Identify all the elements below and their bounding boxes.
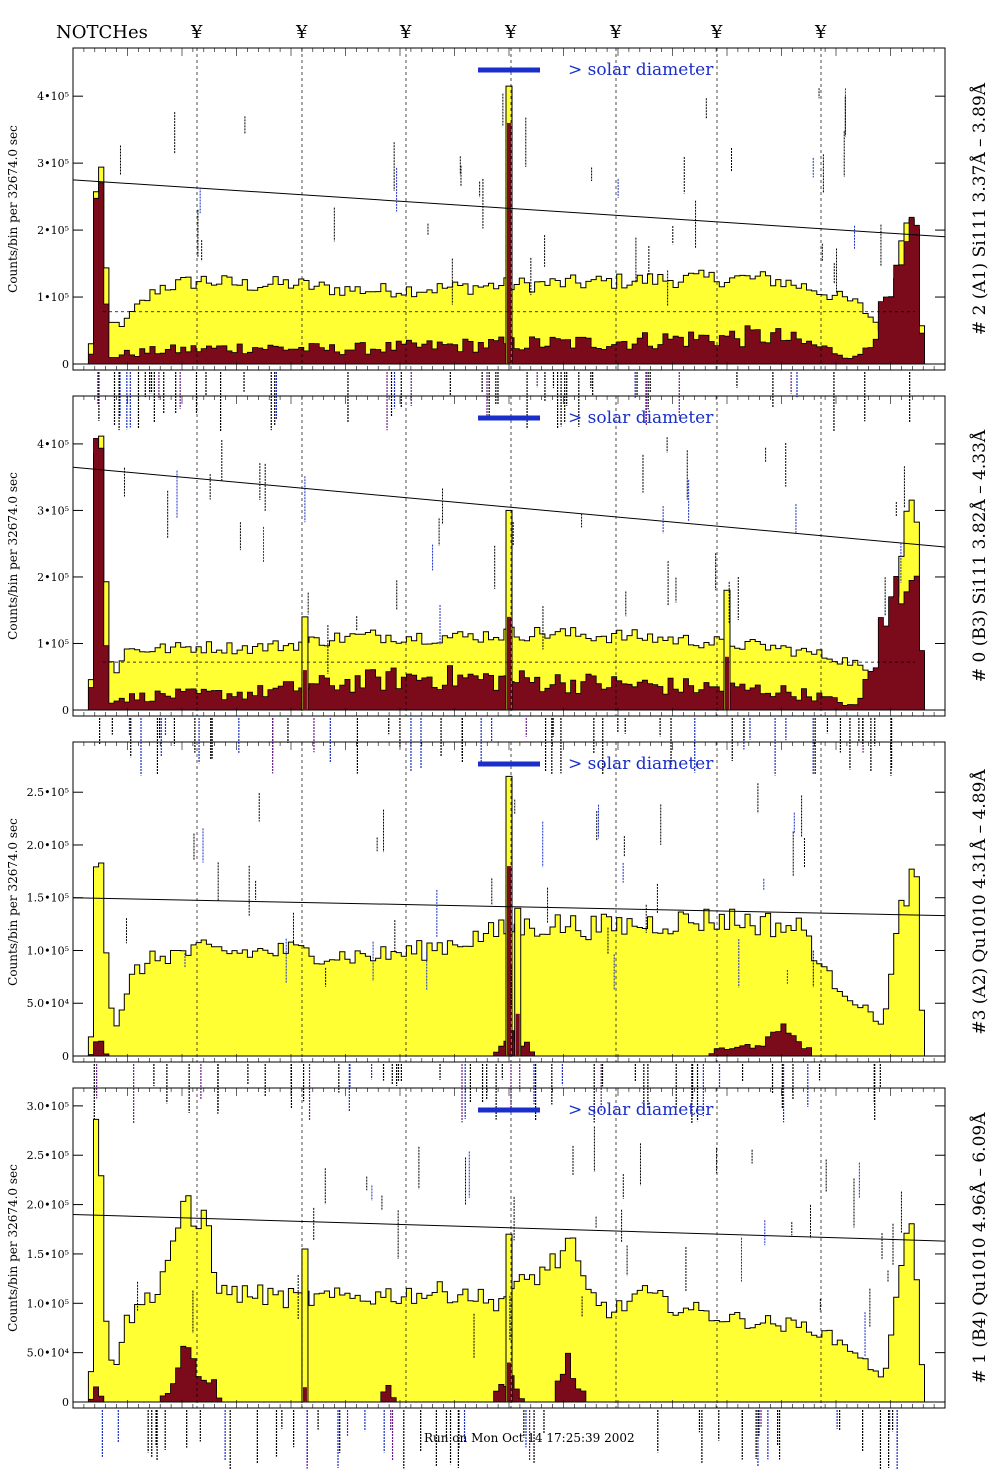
y-tick-label: 1.5•10⁵ <box>27 1248 69 1261</box>
spike-red <box>302 670 307 710</box>
y-tick-label: 1•10⁵ <box>37 291 69 304</box>
solar-diameter-label: > solar diameter <box>568 60 714 80</box>
panel-title-right: # 0 (B3) Si111 3.82Å – 4.33Å <box>969 429 990 682</box>
y-tick-label: 4•10⁵ <box>37 90 69 103</box>
y-tick-label: 2•10⁵ <box>37 571 69 584</box>
notch-symbol: ¥ <box>710 22 723 43</box>
notch-header: NOTCHes ¥ ¥ ¥ ¥ ¥ ¥ ¥ <box>56 22 827 43</box>
spike-red <box>507 616 511 710</box>
notch-symbol: ¥ <box>190 22 203 43</box>
y-tick-label: 0 <box>62 1396 69 1409</box>
y-axis-label: Counts/bin per 32674.0 sec <box>6 472 20 640</box>
sloped-reference-line <box>72 179 946 238</box>
solar-diameter-label: > solar diameter <box>568 1100 714 1120</box>
spike-red <box>507 122 511 365</box>
sloped-reference-line <box>72 897 946 917</box>
spike-red <box>507 1362 511 1402</box>
y-tick-label: 3•10⁵ <box>37 504 69 517</box>
y-tick-label: 3.0•10⁵ <box>27 1100 69 1113</box>
chart-panel-1: 0 1•10⁵ 2•10⁵ 3•10⁵ 4•10⁵ Counts/bin per 3267… <box>6 47 990 432</box>
y-tick-label: 1.0•10⁵ <box>27 1297 69 1310</box>
notch-symbol: ¥ <box>504 22 517 43</box>
y-tick-label: 2.0•10⁵ <box>27 839 69 852</box>
y-tick-label: 1.0•10⁵ <box>27 944 69 957</box>
y-axis-label: Counts/bin per 32674.0 sec <box>6 125 20 293</box>
y-tick-label: 3•10⁵ <box>37 157 69 170</box>
y-tick-label: 5.0•10⁴ <box>27 997 70 1010</box>
notch-symbol: ¥ <box>814 22 827 43</box>
sloped-reference-line <box>72 466 946 548</box>
chart-panel-3: 0 5.0•10⁴ 1.0•10⁵ 1.5•10⁵ 2.0•10⁵ 2.5•10⁵ Coun… <box>6 741 990 1124</box>
notch-symbol: ¥ <box>609 22 622 43</box>
y-tick-label: 0 <box>62 1050 69 1063</box>
solar-diameter-label: > solar diameter <box>568 408 714 428</box>
notch-symbol: ¥ <box>295 22 308 43</box>
notches-label: NOTCHes <box>56 22 148 43</box>
panel-title-right: # 1 (B4) Qu1010 4.96Å – 6.09Å <box>969 1112 990 1384</box>
spike-yellow <box>301 1248 309 1403</box>
panel-title-right: #3 (A2) Qu1010 4.31Å – 4.89Å <box>969 769 990 1035</box>
y-tick-label: 4•10⁵ <box>37 438 69 451</box>
spike-red <box>507 866 511 1056</box>
y-tick-label: 2.0•10⁵ <box>27 1199 69 1212</box>
y-tick-label: 0 <box>62 704 69 717</box>
chart-panel-4: 0 5.0•10⁴ 1.0•10⁵ 1.5•10⁵ 2.0•10⁵ 2.5•10⁵ 3.0•… <box>6 1087 990 1470</box>
solar-diameter-label: > solar diameter <box>568 754 714 774</box>
chart-panel-2: 0 1•10⁵ 2•10⁵ 3•10⁵ 4•10⁵ Counts/bin per 3267… <box>6 395 990 776</box>
spike-red <box>515 1013 520 1056</box>
y-tick-label: 0 <box>62 358 69 371</box>
y-tick-label: 5.0•10⁴ <box>27 1347 70 1360</box>
y-axis-label: Counts/bin per 32674.0 sec <box>6 818 20 986</box>
notch-symbol: ¥ <box>399 22 412 43</box>
y-tick-label: 1.5•10⁵ <box>27 892 69 905</box>
panels-layer: 0 1•10⁵ 2•10⁵ 3•10⁵ 4•10⁵ Counts/bin per 3267… <box>6 47 990 1470</box>
panel-title-right: # 2 (A1) Si111 3.37Å – 3.89Å <box>969 82 990 335</box>
spike-red <box>302 1387 307 1402</box>
sloped-reference-line <box>72 1213 946 1242</box>
y-tick-label: 2.5•10⁵ <box>27 1149 69 1162</box>
spike-red <box>725 656 729 710</box>
y-axis-label: Counts/bin per 32674.0 sec <box>6 1164 20 1332</box>
footer-run-timestamp: Run on Mon Oct 14 17:25:39 2002 <box>424 1431 635 1445</box>
y-tick-label: 2•10⁵ <box>37 224 69 237</box>
y-tick-label: 2.5•10⁵ <box>27 786 69 799</box>
y-tick-label: 1•10⁵ <box>37 637 69 650</box>
